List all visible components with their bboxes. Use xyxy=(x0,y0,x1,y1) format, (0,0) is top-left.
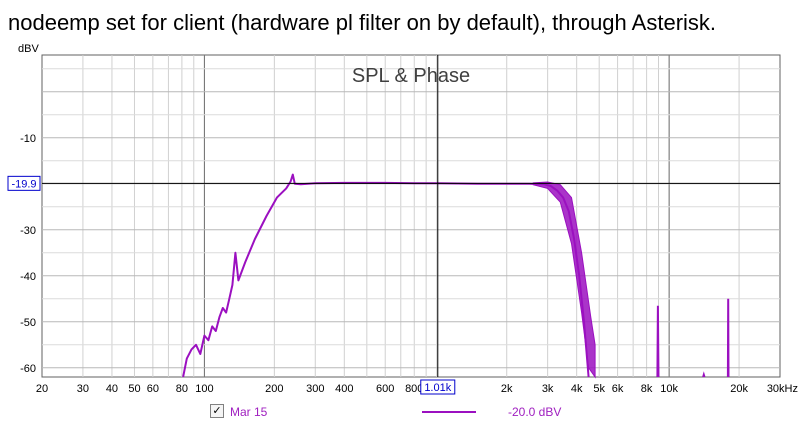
y-tick-label: -40 xyxy=(20,271,36,283)
y-tick-label: -50 xyxy=(20,317,36,329)
series-line-mar15 xyxy=(182,173,590,378)
x-tick-label: 20 xyxy=(36,383,48,395)
y-ticks: -10 -30 -40 -50 -60 xyxy=(20,133,36,375)
series-spike xyxy=(656,305,660,378)
x-tick-label: 6k xyxy=(612,383,624,395)
series-spike xyxy=(702,371,706,378)
series-ripple-band xyxy=(532,181,596,379)
chart-title: SPL & Phase xyxy=(352,65,470,87)
page-caption: nodeemp set for client (hardware pl filt… xyxy=(8,10,717,35)
cursor-y-readout: -19.9 xyxy=(11,178,36,190)
series-spike xyxy=(726,298,730,378)
x-tick-label: 60 xyxy=(147,383,159,395)
y-tick-label: -10 xyxy=(20,133,36,145)
series-visibility-checkbox[interactable]: ✓ xyxy=(210,404,224,418)
x-tick-label: 3k xyxy=(542,383,554,395)
x-tick-label: 10k xyxy=(660,383,678,395)
data-layer xyxy=(182,173,730,379)
x-tick-label: 50 xyxy=(128,383,140,395)
x-tick-label: 2k xyxy=(501,383,513,395)
x-tick-label: 30 xyxy=(77,383,89,395)
x-ticks: 20 30 40 50 60 80 100 200 300 400 600 800 2k 3k 4k 5k 6k… xyxy=(36,383,798,395)
cursor-y-box xyxy=(7,175,41,191)
x-tick-label: 5k xyxy=(593,383,605,395)
x-tick-label: 400 xyxy=(335,383,353,395)
cursor-x-box xyxy=(420,379,456,395)
x-tick-label: 300 xyxy=(306,383,324,395)
x-tick-label: 8k xyxy=(641,383,653,395)
x-tick-label: 600 xyxy=(376,383,394,395)
cursor-layer: -19.9 1.01k xyxy=(7,55,780,395)
y-tick-label: -60 xyxy=(20,363,36,375)
x-tick-label: 800 xyxy=(405,383,423,395)
y-tick-label: -30 xyxy=(20,225,36,237)
legend-series-name: Mar 15 xyxy=(230,405,268,419)
legend: ✓ Mar 15 -20.0 dBV xyxy=(0,402,800,424)
x-tick-label: 40 xyxy=(106,383,118,395)
spl-chart[interactable]: -10 -30 -40 -50 -60 20 30 40 50 60 80 100 200 300 400… xyxy=(0,0,800,400)
x-tick-label: 200 xyxy=(265,383,283,395)
x-tick-label: 30kHz xyxy=(767,383,798,395)
y-axis-label: dBV xyxy=(18,43,39,55)
x-tick-label: 20k xyxy=(730,383,748,395)
x-tick-label: 80 xyxy=(176,383,188,395)
x-tick-label: 100 xyxy=(195,383,213,395)
x-tick-label: 4k xyxy=(571,383,583,395)
legend-series-level: -20.0 dBV xyxy=(508,405,562,419)
legend-line-swatch xyxy=(422,411,476,413)
cursor-x-readout: 1.01k xyxy=(424,382,451,394)
